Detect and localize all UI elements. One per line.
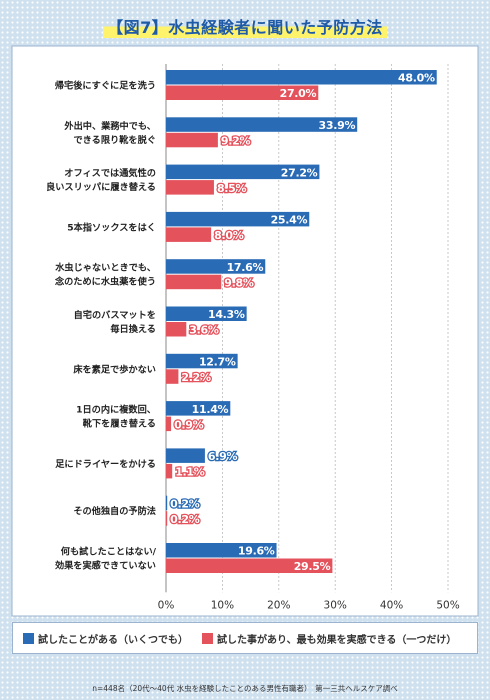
data-label-most-effective: 1.1% — [175, 466, 205, 479]
data-label-most-effective: 8.0% — [214, 229, 244, 242]
chart-title: 【図7】水虫経験者に聞いた予防方法 — [103, 14, 387, 38]
bar-most-effective — [166, 369, 179, 384]
data-label-tried: 12.7% — [199, 356, 236, 369]
category-label: オフィスでは通気性の良いスリッパに履き替える — [46, 167, 156, 193]
category-label-line: 外出中、業務中でも、 — [63, 120, 156, 132]
footnote: n=448名（20代〜40代 水虫を経験したことのある男性有職者） 第一三共ヘル… — [92, 684, 398, 693]
bar-most-effective — [166, 322, 187, 337]
category-label: 外出中、業務中でも、できる限り靴を脱ぐ — [63, 120, 156, 146]
data-label-tried: 33.9% — [319, 119, 356, 132]
bar-most-effective — [166, 132, 218, 148]
category-label: 自宅のバスマットを毎日換える — [74, 309, 156, 335]
category-label: 5本指ソックスをはく — [67, 221, 156, 233]
category-label-line: オフィスでは通気性の — [64, 167, 156, 179]
bar-tried — [166, 259, 266, 274]
data-label-most-effective: 2.2% — [181, 371, 211, 384]
category-label-line: 靴下を履き替える — [83, 418, 156, 430]
data-label-most-effective: 8.5% — [217, 182, 247, 195]
legend-swatch-most-effective — [202, 632, 213, 644]
bar-tried — [166, 543, 277, 558]
category-label: 1日の内に複数回、靴下を履き替える — [76, 404, 156, 430]
bar-most-effective — [166, 227, 212, 242]
category-label: 水虫じゃないときでも、念のために水虫薬を使う — [54, 262, 156, 288]
bar-tried — [166, 164, 320, 180]
bar-tried — [166, 70, 437, 85]
bar-tried — [166, 306, 247, 321]
bar-most-effective — [166, 274, 222, 290]
x-tick-label: 10% — [211, 599, 234, 611]
data-label-tried: 17.6% — [227, 261, 264, 274]
bar-most-effective — [166, 463, 173, 479]
data-label-most-effective: 9.8% — [224, 276, 254, 289]
legend-swatch-tried — [23, 632, 34, 644]
bar-tried — [166, 401, 231, 416]
category-label: 足にドライヤーをかける — [55, 459, 156, 470]
legend-item-most-effective: 試した事があり、最も効果を実感できる（一つだけ） — [202, 631, 456, 646]
category-label-line: 1日の内に複数回、 — [76, 404, 156, 416]
category-label-line: 床を素足で歩かない — [73, 363, 156, 375]
data-label-tried: 6.9% — [208, 450, 238, 463]
data-label-most-effective: 27.0% — [280, 87, 317, 100]
x-tick-label: 40% — [380, 599, 403, 611]
data-label-most-effective: 29.5% — [294, 560, 331, 573]
category-label-line: 水虫じゃないときでも、 — [55, 262, 156, 274]
data-label-most-effective: 3.6% — [189, 324, 219, 337]
bar-most-effective — [166, 416, 172, 432]
category-label-line: 自宅のバスマットを — [74, 309, 156, 321]
plot-panel — [11, 45, 479, 617]
legend-item-tried: 試したことがある（いくつでも） — [23, 631, 188, 646]
bar-most-effective — [166, 558, 333, 573]
data-label-most-effective: 9.2% — [221, 135, 251, 148]
bar-tried — [166, 448, 205, 463]
data-label-tried: 19.6% — [238, 545, 275, 558]
category-label-line: 良いスリッパに履き替える — [46, 181, 156, 193]
legend-label-most-effective: 試した事があり、最も効果を実感できる（一つだけ） — [217, 634, 457, 646]
category-label-line: 足にドライヤーをかける — [55, 459, 156, 470]
category-label-line: 何も試したことはない/ — [61, 546, 157, 558]
data-label-tried: 25.4% — [271, 214, 308, 227]
category-label-line: 念のために水虫薬を使う — [54, 276, 156, 288]
data-label-tried: 48.0% — [398, 72, 435, 85]
category-label: 帰宅後にすぐに足を洗う — [55, 80, 156, 92]
x-tick-label: 20% — [267, 599, 290, 611]
data-label-tried: 14.3% — [208, 308, 245, 321]
data-label-most-effective: 0.2% — [170, 513, 200, 526]
category-label-line: 帰宅後にすぐに足を洗う — [55, 80, 156, 92]
legend: 試したことがある（いくつでも） 試した事があり、最も効果を実感できる（一つだけ） — [12, 622, 478, 654]
category-label-line: その他独自の予防法 — [73, 505, 156, 517]
category-label-line: 5本指ソックスをはく — [67, 221, 156, 233]
category-label: 何も試したことはない/効果を実感できていない — [55, 546, 157, 572]
category-label: 床を素足で歩かない — [73, 363, 156, 375]
legend-label-tried: 試したことがある（いくつでも） — [38, 634, 188, 646]
bar-tried — [166, 211, 310, 227]
bar-tried — [166, 353, 238, 369]
bar-tried — [166, 495, 168, 511]
category-label-line: 毎日換える — [110, 323, 156, 335]
category-label: その他独自の予防法 — [73, 505, 156, 517]
bar-most-effective — [166, 511, 168, 526]
bar-most-effective — [166, 85, 319, 100]
category-label-line: できる限り靴を脱ぐ — [73, 134, 156, 146]
x-tick-label: 30% — [324, 599, 347, 611]
data-label-tried: 0.2% — [170, 497, 200, 510]
x-tick-label: 50% — [436, 599, 459, 611]
title-wrap: 【図7】水虫経験者に聞いた予防方法 — [0, 14, 490, 38]
data-label-most-effective: 0.9% — [174, 418, 204, 431]
data-label-tried: 27.2% — [281, 166, 318, 179]
category-label-line: 効果を実感できていない — [55, 560, 156, 572]
bar-tried — [166, 117, 358, 132]
data-label-tried: 11.4% — [192, 403, 229, 416]
bar-most-effective — [166, 180, 214, 195]
x-tick-label: 0% — [158, 599, 175, 611]
